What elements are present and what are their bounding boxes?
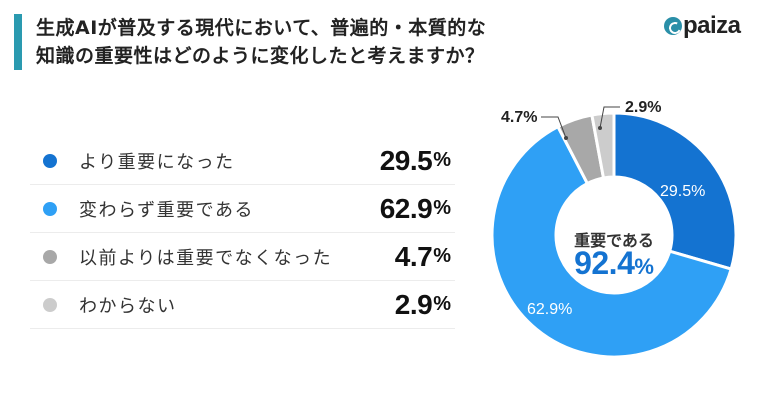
slice-label-more-important: 29.5%	[660, 183, 706, 200]
light-blue-dot-icon	[43, 201, 57, 216]
center-caption: 重要である	[574, 231, 654, 250]
leader-line-dont-know-dot	[598, 126, 602, 130]
paiza-logo: paiza	[664, 14, 741, 38]
legend-value: 4.7	[394, 240, 433, 272]
center-value: 92.4%	[544, 245, 684, 282]
slice-more-important	[612, 111, 738, 271]
legend-unit: %	[433, 197, 451, 219]
light-gray-dot-icon	[43, 297, 57, 312]
paiza-logo-icon	[664, 17, 682, 35]
legend-item-more-important: より重要になった 29.5%	[30, 137, 455, 185]
legend-label: わからない	[79, 295, 177, 317]
leader-line-dont-know	[599, 106, 620, 129]
slice-still-important	[490, 124, 734, 359]
donut-svg	[490, 106, 738, 359]
legend-label: 以前よりは重要でなくなった	[79, 247, 333, 269]
dark-blue-dot-icon	[43, 153, 57, 168]
page-title: 生成AIが普及する現代において、普遍的・本質的な 知識の重要性はどのように変化し…	[36, 14, 506, 70]
leader-line-less-important-dot	[564, 136, 568, 140]
center-value-unit: %	[634, 254, 654, 279]
legend-unit: %	[433, 293, 451, 315]
title-accent-bar	[14, 14, 22, 70]
legend-unit: %	[433, 149, 451, 171]
legend-value: 62.9	[379, 192, 433, 224]
leader-line-less-important	[541, 116, 567, 139]
legend-item-less-important: 以前よりは重要でなくなった 4.7%	[30, 233, 455, 281]
title-line-1: 生成AIが普及する現代において、普遍的・本質的な	[36, 17, 487, 39]
title-line-2: 知識の重要性はどのように変化したと考えますか？	[36, 45, 485, 67]
slice-label-still-important: 62.9%	[527, 301, 573, 318]
legend-label: 変わらず重要である	[79, 199, 254, 221]
legend-item-still-important: 変わらず重要である 62.9%	[30, 185, 455, 233]
legend-value: 2.9	[394, 288, 433, 320]
slice-label-less-important: 4.7%	[501, 109, 538, 126]
legend-value: 29.5	[379, 144, 433, 176]
donut-chart: 重要である 92.4% 29.5% 62.9% 4.7% 2.9%	[480, 90, 768, 380]
slice-dont-know	[590, 111, 616, 180]
legend-item-dont-know: わからない 2.9%	[30, 281, 455, 329]
legend-label: より重要になった	[79, 151, 235, 173]
legend: より重要になった 29.5% 変わらず重要である 62.9% 以前よりは重要でな…	[30, 137, 455, 329]
slice-label-dont-know: 2.9%	[625, 99, 662, 116]
gray-dot-icon	[43, 249, 57, 264]
center-value-number: 92.4	[574, 245, 635, 281]
logo-text: paiza	[683, 12, 741, 39]
legend-unit: %	[433, 245, 451, 267]
